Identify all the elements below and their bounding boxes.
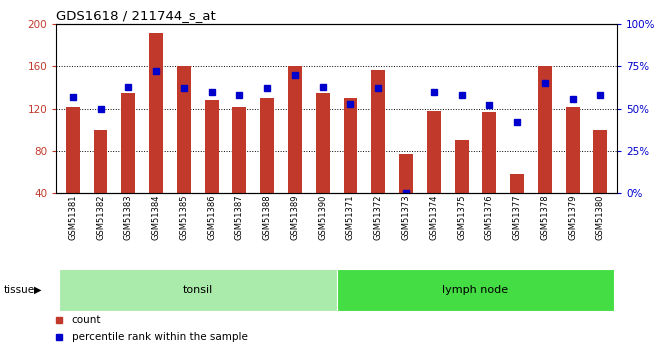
Bar — [482, 112, 496, 193]
Bar — [510, 174, 524, 193]
Bar — [177, 66, 191, 193]
Text: tissue: tissue — [3, 285, 34, 295]
Bar — [288, 66, 302, 193]
Bar — [232, 107, 246, 193]
Text: count: count — [71, 315, 101, 325]
Bar — [121, 93, 135, 193]
Text: GSM51383: GSM51383 — [124, 195, 133, 240]
Bar — [260, 98, 274, 193]
Bar — [66, 107, 80, 193]
Text: GSM51382: GSM51382 — [96, 195, 105, 240]
Bar — [337, 269, 614, 310]
Bar — [149, 32, 163, 193]
Bar — [59, 269, 337, 310]
Text: GSM51380: GSM51380 — [596, 195, 605, 240]
Text: GSM51372: GSM51372 — [374, 195, 383, 240]
Bar — [94, 130, 108, 193]
Bar — [344, 98, 358, 193]
Text: GDS1618 / 211744_s_at: GDS1618 / 211744_s_at — [56, 9, 216, 22]
Text: lymph node: lymph node — [442, 285, 508, 295]
Text: GSM51376: GSM51376 — [485, 195, 494, 240]
Text: GSM51389: GSM51389 — [290, 195, 300, 240]
Bar — [455, 140, 469, 193]
Bar — [566, 107, 579, 193]
Text: GSM51385: GSM51385 — [180, 195, 188, 240]
Text: GSM51373: GSM51373 — [401, 195, 411, 240]
Bar — [315, 93, 329, 193]
Text: GSM51388: GSM51388 — [263, 195, 272, 240]
Bar — [538, 66, 552, 193]
Text: GSM51386: GSM51386 — [207, 195, 216, 240]
Text: percentile rank within the sample: percentile rank within the sample — [71, 333, 248, 342]
Text: GSM51379: GSM51379 — [568, 195, 577, 240]
Text: tonsil: tonsil — [183, 285, 213, 295]
Text: GSM51371: GSM51371 — [346, 195, 355, 240]
Bar — [372, 70, 385, 193]
Bar — [205, 100, 218, 193]
Text: GSM51378: GSM51378 — [541, 195, 549, 240]
Text: ▶: ▶ — [34, 285, 42, 295]
Bar — [399, 154, 413, 193]
Text: GSM51374: GSM51374 — [429, 195, 438, 240]
Text: GSM51375: GSM51375 — [457, 195, 466, 240]
Text: GSM51390: GSM51390 — [318, 195, 327, 240]
Bar — [427, 111, 441, 193]
Bar — [593, 130, 607, 193]
Text: GSM51387: GSM51387 — [235, 195, 244, 240]
Text: GSM51377: GSM51377 — [513, 195, 521, 240]
Text: GSM51381: GSM51381 — [68, 195, 77, 240]
Text: GSM51384: GSM51384 — [152, 195, 160, 240]
